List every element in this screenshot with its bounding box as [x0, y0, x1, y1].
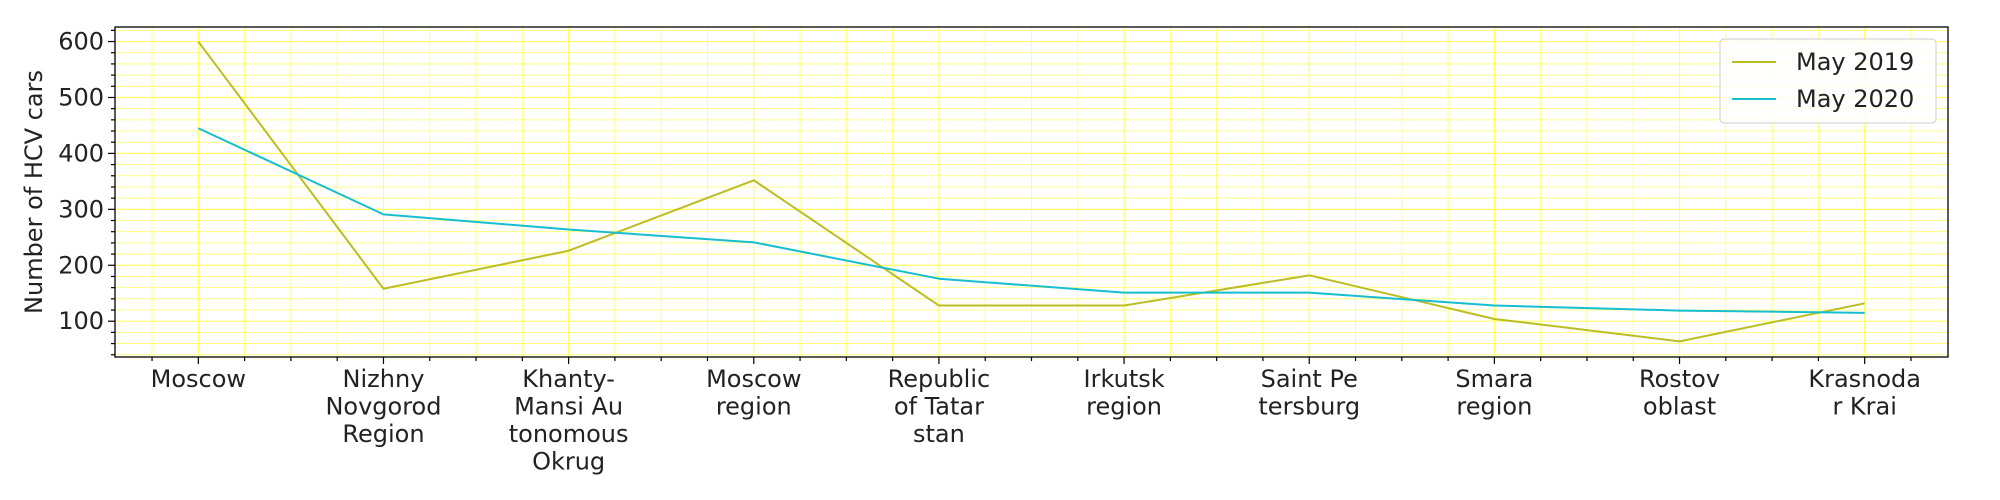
- y-tick-label: 100: [58, 307, 104, 335]
- x-tick-label: Smara region: [1455, 365, 1533, 421]
- y-tick-label: 300: [58, 195, 104, 223]
- y-axis-label: Number of HCV cars: [20, 70, 48, 314]
- x-tick-label: Irkutsk region: [1084, 365, 1165, 421]
- x-tick-label: Republic of Tatar stan: [888, 365, 991, 448]
- series-line-may-2020: [197, 127, 1865, 314]
- x-tick-label: Saint Pe tersburg: [1258, 365, 1360, 421]
- series-line-may-2019: [197, 40, 1865, 343]
- y-tick-label: 400: [58, 139, 104, 167]
- x-axis: Moscow Nizhny Novgorod Region Khanty-Mansi A…: [151, 357, 1921, 476]
- x-tick-label: Moscow: [151, 365, 246, 393]
- x-tick-label: Nizhny Novgorod Region: [325, 365, 441, 448]
- x-tick-label: Moscow region: [706, 365, 801, 421]
- x-tick-label: Khanty-Mansi Au tonomous Okrug: [509, 365, 629, 476]
- legend: May 2019 May 2020: [1719, 38, 1937, 124]
- x-tick-label: Rostov oblast: [1639, 365, 1720, 421]
- grid: [115, 27, 1948, 357]
- x-tick-label: Krasnoda r Krai: [1808, 365, 1921, 421]
- y-tick-label: 500: [58, 83, 104, 111]
- legend-label: May 2019: [1796, 48, 1914, 76]
- legend-label: May 2020: [1796, 85, 1914, 113]
- y-axis: 100 200 300 400 500 600: [58, 28, 115, 356]
- y-tick-label: 200: [58, 251, 104, 279]
- legend-box: [1719, 38, 1937, 124]
- y-tick-label: 600: [58, 28, 104, 56]
- series-lines: [197, 40, 1865, 343]
